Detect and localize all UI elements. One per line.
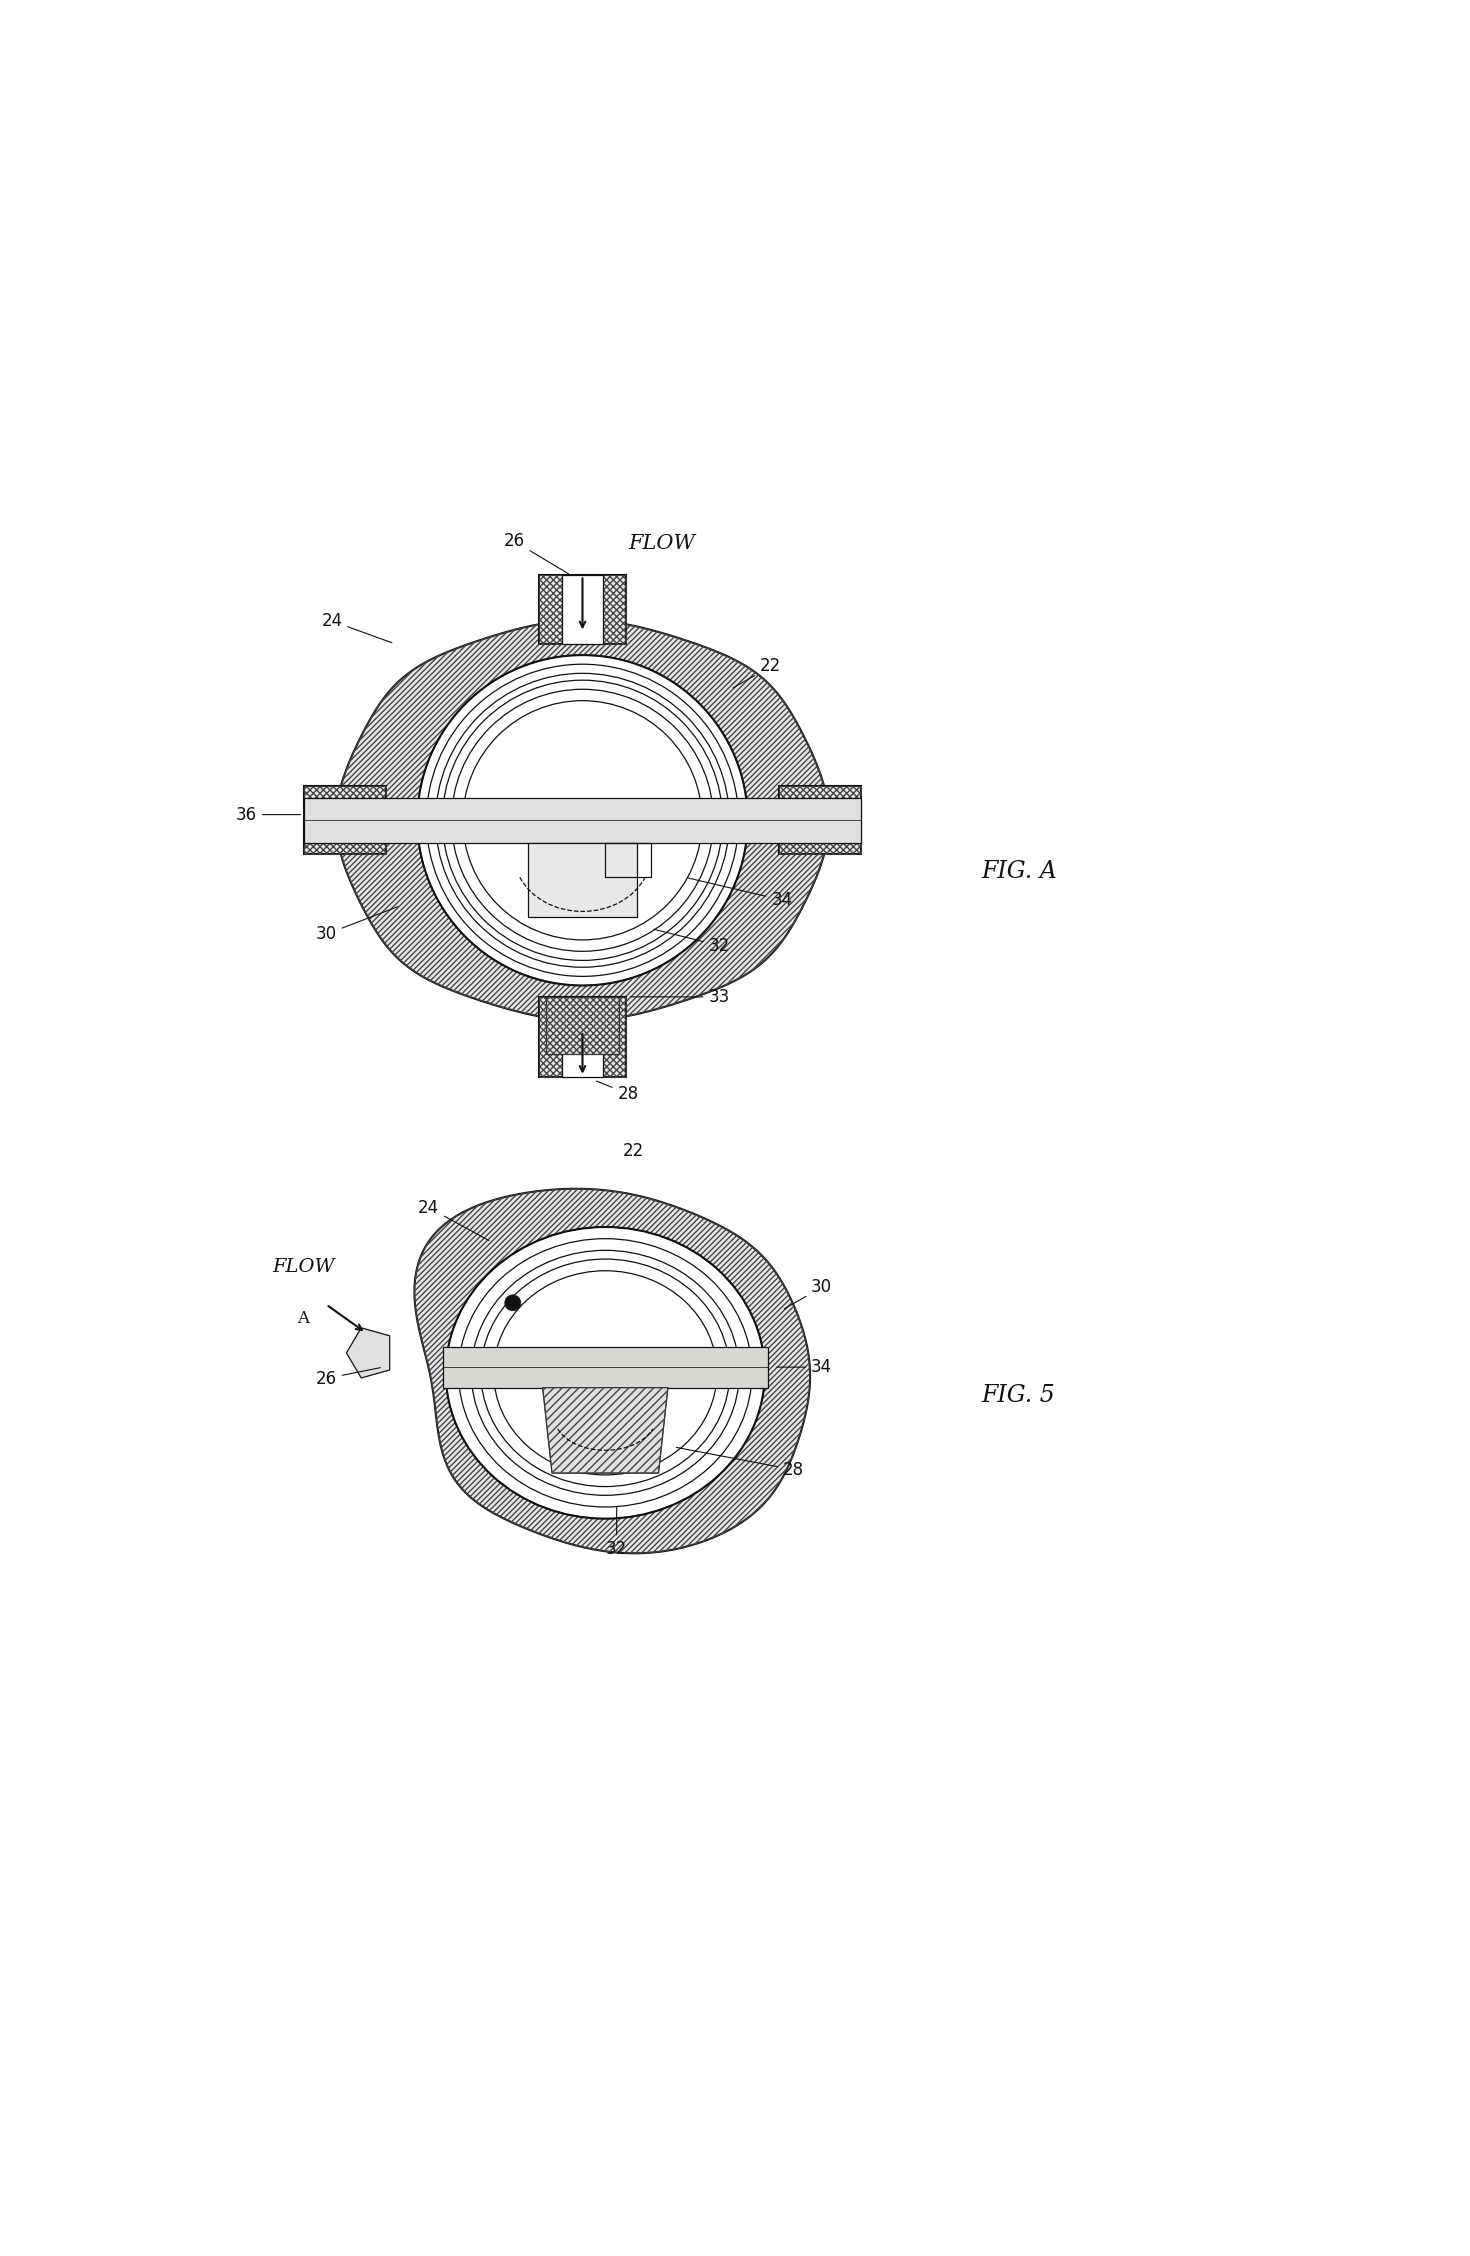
Text: 22: 22: [734, 656, 781, 688]
Circle shape: [417, 654, 748, 986]
Text: 32: 32: [606, 1507, 628, 1559]
Polygon shape: [562, 575, 603, 643]
Text: 26: 26: [504, 532, 569, 573]
Text: FLOW: FLOW: [272, 1259, 335, 1277]
Text: A: A: [297, 1311, 309, 1327]
Text: 34: 34: [776, 1358, 832, 1376]
Polygon shape: [304, 799, 861, 844]
Text: 34: 34: [688, 878, 792, 909]
Polygon shape: [347, 1329, 390, 1378]
Text: 28: 28: [676, 1448, 804, 1478]
Circle shape: [463, 702, 703, 941]
Text: 28: 28: [597, 1081, 638, 1103]
Text: 33: 33: [631, 988, 729, 1006]
Text: 26: 26: [316, 1367, 381, 1387]
Text: 36: 36: [235, 805, 300, 823]
Text: 30: 30: [316, 907, 397, 943]
Polygon shape: [562, 997, 603, 1076]
Circle shape: [504, 1295, 520, 1311]
Polygon shape: [542, 1387, 667, 1473]
Text: 24: 24: [322, 611, 392, 643]
Polygon shape: [779, 785, 861, 855]
Text: FLOW: FLOW: [628, 535, 695, 553]
Text: 30: 30: [785, 1279, 832, 1308]
Text: FIG. 5: FIG. 5: [980, 1385, 1055, 1408]
Polygon shape: [337, 620, 829, 1020]
Ellipse shape: [445, 1227, 764, 1518]
Ellipse shape: [494, 1270, 717, 1475]
Polygon shape: [304, 785, 385, 855]
Text: 32: 32: [654, 929, 729, 954]
Text: FIG. A: FIG. A: [980, 860, 1057, 882]
Polygon shape: [415, 1189, 810, 1554]
Text: 22: 22: [623, 1142, 644, 1160]
Polygon shape: [539, 997, 626, 1076]
Polygon shape: [528, 844, 637, 918]
Polygon shape: [539, 575, 626, 643]
Polygon shape: [545, 997, 619, 1054]
Polygon shape: [442, 1347, 767, 1387]
Text: 24: 24: [417, 1198, 490, 1241]
